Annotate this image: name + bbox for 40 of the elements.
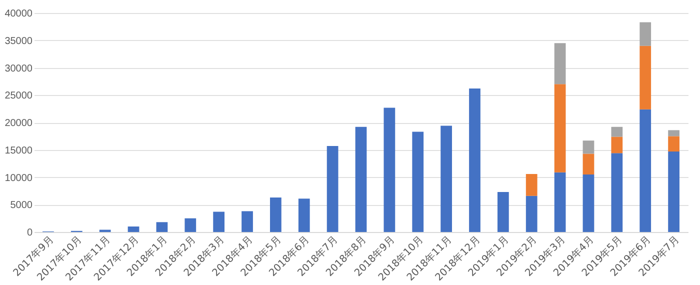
bar bbox=[469, 88, 480, 232]
bar bbox=[412, 132, 424, 232]
y-tick-label: 40000 bbox=[4, 8, 33, 20]
bar bbox=[554, 43, 566, 84]
bar bbox=[554, 172, 566, 232]
bar bbox=[526, 174, 538, 196]
y-tick-label: 15000 bbox=[4, 145, 33, 156]
y-tick-label: 5000 bbox=[10, 200, 33, 212]
y-tick-label: 10000 bbox=[4, 172, 33, 184]
bar bbox=[611, 136, 623, 154]
bar bbox=[554, 84, 566, 172]
bar bbox=[242, 211, 253, 232]
y-tick-label: 35000 bbox=[4, 36, 33, 47]
y-tick-label: 30000 bbox=[4, 63, 33, 74]
bar bbox=[213, 212, 225, 232]
bar bbox=[440, 126, 452, 232]
bar bbox=[128, 226, 140, 232]
bar bbox=[582, 154, 594, 175]
bar bbox=[611, 126, 623, 137]
bar bbox=[668, 130, 680, 136]
bar bbox=[326, 146, 338, 232]
bar bbox=[298, 198, 310, 232]
y-tick-label: 20000 bbox=[4, 118, 33, 129]
y-tick-label: 25000 bbox=[4, 90, 33, 102]
bar bbox=[640, 22, 652, 46]
bar bbox=[582, 140, 594, 154]
bar bbox=[640, 109, 652, 232]
bar bbox=[668, 136, 680, 152]
bar bbox=[526, 196, 538, 232]
bar bbox=[582, 174, 594, 232]
bar bbox=[156, 222, 168, 232]
bar bbox=[184, 218, 196, 232]
bar bbox=[497, 192, 509, 232]
bar bbox=[611, 153, 623, 232]
bar bbox=[668, 152, 680, 232]
bar bbox=[384, 108, 396, 232]
bar bbox=[640, 46, 652, 110]
y-tick-label: 0 bbox=[26, 228, 33, 238]
bar bbox=[270, 198, 282, 232]
bar bbox=[355, 126, 367, 232]
